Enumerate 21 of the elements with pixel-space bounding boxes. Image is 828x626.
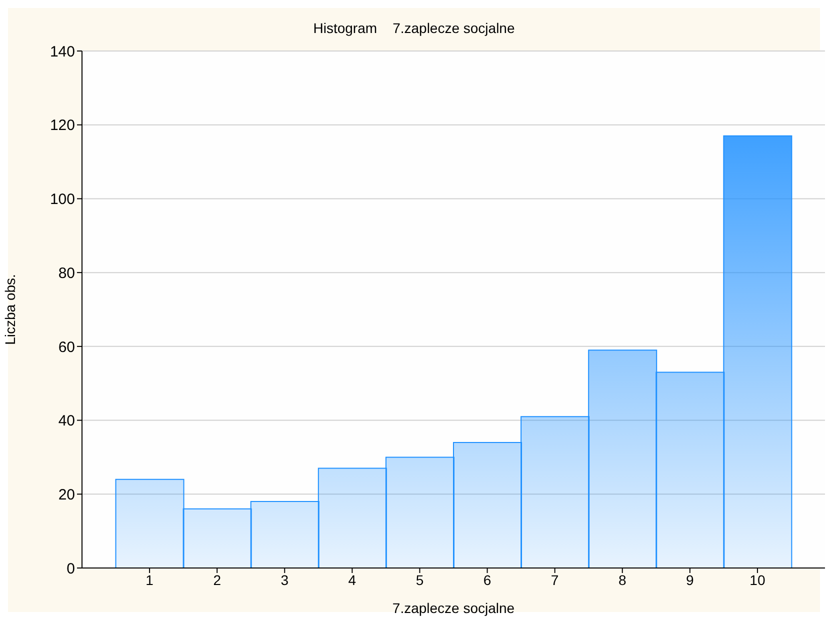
y-tick-label: 60 (58, 338, 75, 356)
x-tick-label: 8 (618, 572, 626, 588)
chart-title: Histogram 7.zaplecze socjalne (312, 20, 516, 36)
y-tick-label: 120 (50, 117, 75, 134)
x-tick-label: 9 (686, 572, 694, 588)
x-tick-label: 3 (280, 572, 289, 588)
x-tick-label: 1 (146, 572, 154, 588)
y-tick-label: 0 (66, 560, 75, 578)
y-axis-title: Liczba obs. (2, 274, 18, 345)
y-tick-label: 20 (58, 486, 75, 504)
x-tick-label: 6 (483, 572, 492, 588)
y-tick-label: 80 (58, 264, 75, 282)
y-tick-label: 100 (50, 191, 75, 208)
x-tick-label: 4 (348, 572, 356, 588)
y-tick-label: 140 (50, 43, 75, 60)
x-tick-label: 2 (213, 572, 222, 588)
x-tick-label: 10 (750, 572, 766, 588)
y-tick-label: 40 (58, 412, 75, 430)
x-tick-label: 7 (550, 572, 559, 588)
x-tick-label: 5 (416, 572, 424, 588)
x-axis-title: 7.zaplecze socjalne (392, 600, 515, 616)
